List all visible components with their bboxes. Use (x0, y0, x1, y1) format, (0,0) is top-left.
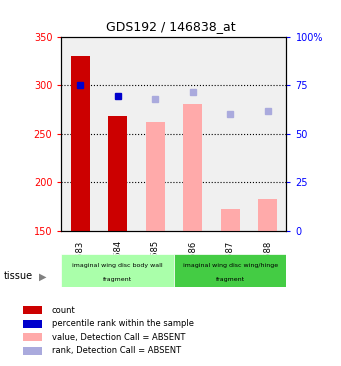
Text: rank, Detection Call = ABSENT: rank, Detection Call = ABSENT (51, 346, 181, 355)
Bar (71, 56, 89, 231)
Bar (23, 306, 42, 314)
Text: GDS192 / 146838_at: GDS192 / 146838_at (106, 20, 235, 33)
Bar (23, 333, 42, 341)
Text: fragment: fragment (216, 277, 245, 281)
Text: count: count (51, 306, 75, 315)
Bar (23, 320, 42, 328)
Bar (23, 347, 42, 355)
Text: imaginal wing disc wing/hinge: imaginal wing disc wing/hinge (183, 264, 278, 268)
Bar (183, 105, 202, 231)
Text: percentile rank within the sample: percentile rank within the sample (51, 319, 194, 328)
Text: ▶: ▶ (39, 271, 47, 281)
Bar (174, 254, 286, 287)
Bar (108, 116, 127, 231)
Bar (258, 199, 277, 231)
Text: fragment: fragment (103, 277, 132, 281)
Text: tissue: tissue (3, 271, 32, 281)
Text: imaginal wing disc body wall: imaginal wing disc body wall (72, 264, 163, 268)
Bar (221, 209, 239, 231)
Text: value, Detection Call = ABSENT: value, Detection Call = ABSENT (51, 333, 185, 341)
Bar (146, 122, 164, 231)
Bar (61, 254, 174, 287)
